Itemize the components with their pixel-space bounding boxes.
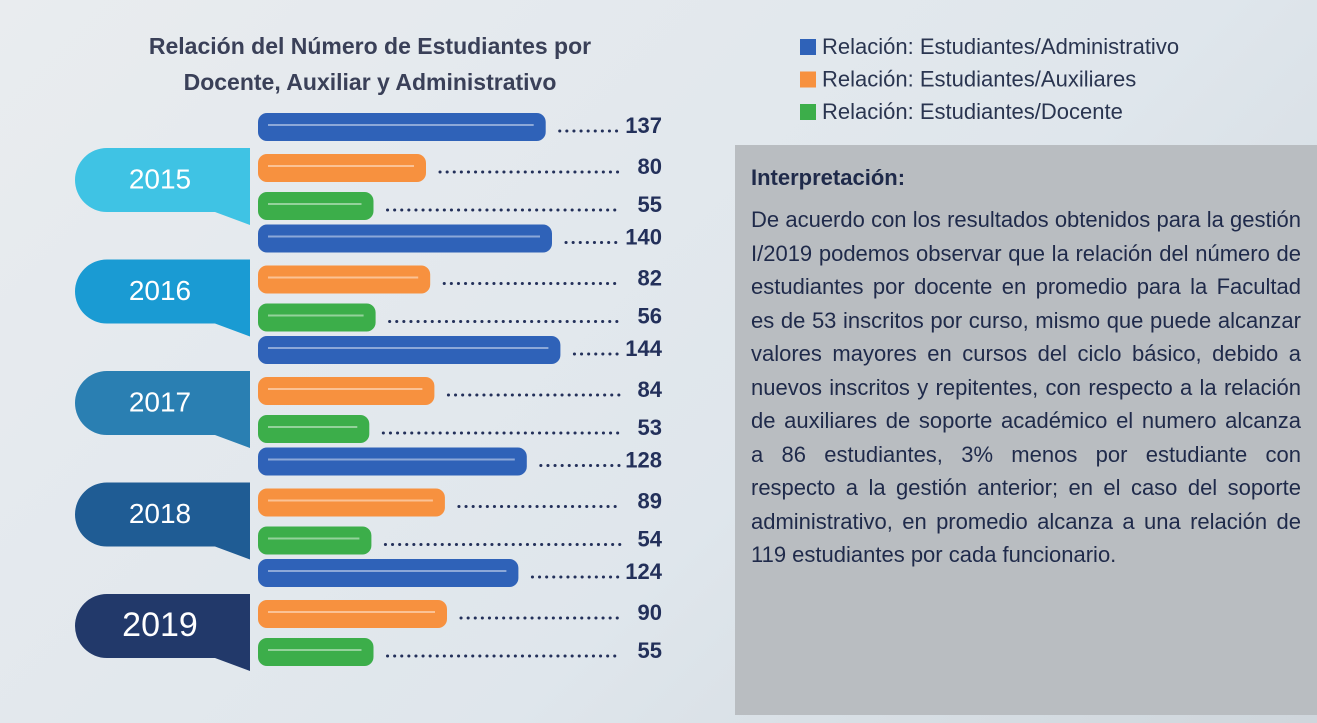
value-label: 54 <box>638 526 663 551</box>
bar <box>258 488 445 517</box>
bar <box>258 303 376 332</box>
year-bubble <box>75 371 250 448</box>
bar <box>258 113 546 141</box>
value-label: 140 <box>625 224 662 249</box>
chart-title: Relación del Número de Estudiantes por <box>149 33 591 59</box>
legend-label: Relación: Estudiantes/Docente <box>822 99 1123 124</box>
year-bubble <box>75 148 250 225</box>
bar <box>258 638 374 666</box>
bar <box>258 526 372 555</box>
year-bubble <box>75 259 250 337</box>
bar <box>258 154 426 182</box>
category-label: 2018 <box>129 498 191 529</box>
legend-label: Relación: Estudiantes/Auxiliares <box>822 66 1136 91</box>
bar <box>258 265 431 294</box>
category-label: 2015 <box>129 163 191 194</box>
legend-swatch <box>800 71 816 88</box>
year-bubble <box>75 482 250 560</box>
value-label: 124 <box>625 559 662 584</box>
bar <box>258 559 519 587</box>
value-label: 80 <box>638 154 662 179</box>
value-label: 84 <box>638 377 663 402</box>
legend-label: Relación: Estudiantes/Administrativo <box>822 34 1179 59</box>
category-label: 2016 <box>129 275 191 306</box>
interpretation-text: De acuerdo con los resultados obtenidos … <box>751 207 1301 567</box>
bar <box>258 377 435 405</box>
bar <box>258 415 370 443</box>
interpretation-box: Interpretación: De acuerdo con los resul… <box>735 145 1317 715</box>
bar <box>258 336 561 364</box>
value-label: 89 <box>638 488 662 513</box>
value-label: 55 <box>638 638 662 663</box>
chart-title: Docente, Auxiliar y Administrativo <box>184 69 557 95</box>
legend-swatch <box>800 104 816 120</box>
value-label: 144 <box>625 336 662 361</box>
value-label: 137 <box>625 113 662 138</box>
bar <box>258 447 527 476</box>
value-label: 56 <box>638 303 662 328</box>
bar <box>258 224 552 253</box>
bar <box>258 600 447 628</box>
category-label: 2019 <box>122 606 198 644</box>
value-label: 128 <box>625 447 662 472</box>
value-label: 90 <box>638 600 662 625</box>
year-bubble <box>75 594 250 671</box>
value-label: 53 <box>638 415 662 440</box>
legend-swatch <box>800 39 816 55</box>
interpretation-title: Interpretación: <box>751 165 906 190</box>
bar <box>258 192 374 220</box>
value-label: 82 <box>638 265 662 290</box>
category-label: 2017 <box>129 386 191 417</box>
value-label: 55 <box>638 192 662 217</box>
